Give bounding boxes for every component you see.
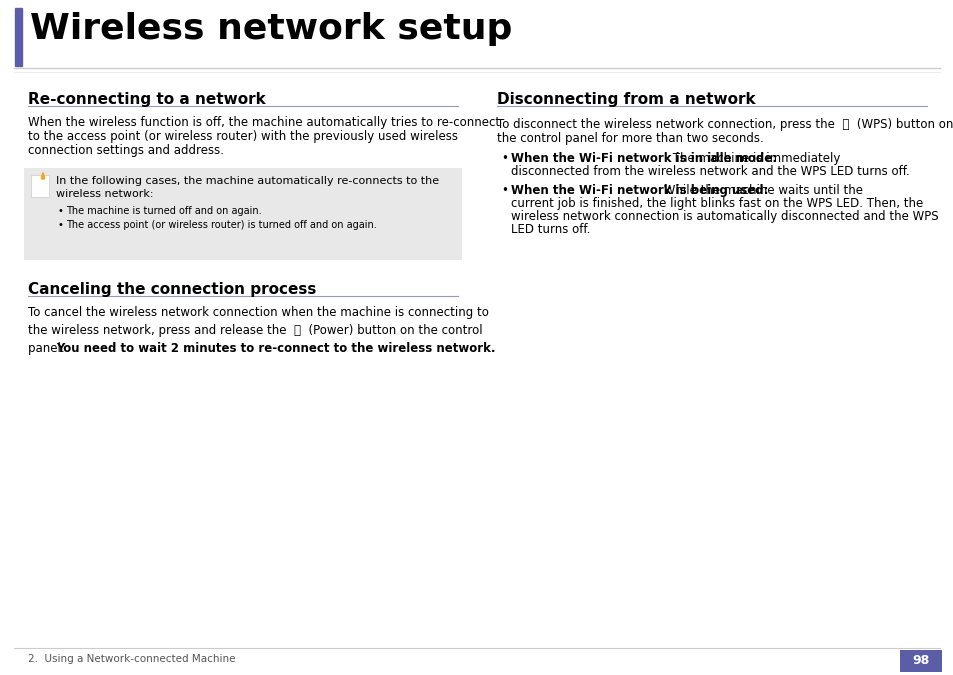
Text: 98: 98 [911,655,928,668]
Text: current job is finished, the light blinks fast on the WPS LED. Then, the: current job is finished, the light blink… [511,197,923,210]
Text: To cancel the wireless network connection when the machine is connecting to: To cancel the wireless network connectio… [28,306,488,319]
Text: Wireless network setup: Wireless network setup [30,12,512,46]
Text: Re-connecting to a network: Re-connecting to a network [28,92,266,107]
Text: The machine is immediately: The machine is immediately [668,152,840,165]
Text: panel.: panel. [28,342,69,355]
FancyBboxPatch shape [24,168,461,260]
Text: When the wireless function is off, the machine automatically tries to re-connect: When the wireless function is off, the m… [28,116,499,129]
Text: •: • [58,220,64,230]
Bar [15,8,22,66]
Text: When the Wi-Fi network is being used:: When the Wi-Fi network is being used: [511,184,768,197]
Text: •: • [500,184,507,197]
Text: LED turns off.: LED turns off. [511,223,590,236]
Text: wireless network connection is automatically disconnected and the WPS: wireless network connection is automatic… [511,210,938,223]
Text: connection settings and address.: connection settings and address. [28,144,224,157]
Text: Disconnecting from a network: Disconnecting from a network [497,92,755,107]
Text: to the access point (or wireless router) with the previously used wireless: to the access point (or wireless router)… [28,130,457,143]
Text: wireless network:: wireless network: [56,189,153,199]
Text: the wireless network, press and release the  ⒥  (Power) button on the control: the wireless network, press and release … [28,324,482,337]
Text: You need to wait 2 minutes to re-connect to the wireless network.: You need to wait 2 minutes to re-connect… [56,342,495,355]
FancyBboxPatch shape [30,175,49,197]
Text: To disconnect the wireless network connection, press the  ⒦  (WPS) button on: To disconnect the wireless network conne… [497,118,952,131]
Text: the control panel for more than two seconds.: the control panel for more than two seco… [497,132,763,145]
Text: •: • [58,206,64,216]
FancyBboxPatch shape [899,650,941,672]
Text: 2.  Using a Network-connected Machine: 2. Using a Network-connected Machine [28,654,235,664]
Text: The machine is turned off and on again.: The machine is turned off and on again. [66,206,261,216]
Text: Canceling the connection process: Canceling the connection process [28,282,316,297]
Text: •: • [500,152,507,165]
Text: The access point (or wireless router) is turned off and on again.: The access point (or wireless router) is… [66,220,376,230]
Text: While the machine waits until the: While the machine waits until the [659,184,862,197]
FancyArrow shape [42,173,45,179]
Text: disconnected from the wireless network and the WPS LED turns off.: disconnected from the wireless network a… [511,165,909,178]
Text: In the following cases, the machine automatically re-connects to the: In the following cases, the machine auto… [56,176,438,186]
Text: When the Wi-Fi network is in idle mode:: When the Wi-Fi network is in idle mode: [511,152,777,165]
